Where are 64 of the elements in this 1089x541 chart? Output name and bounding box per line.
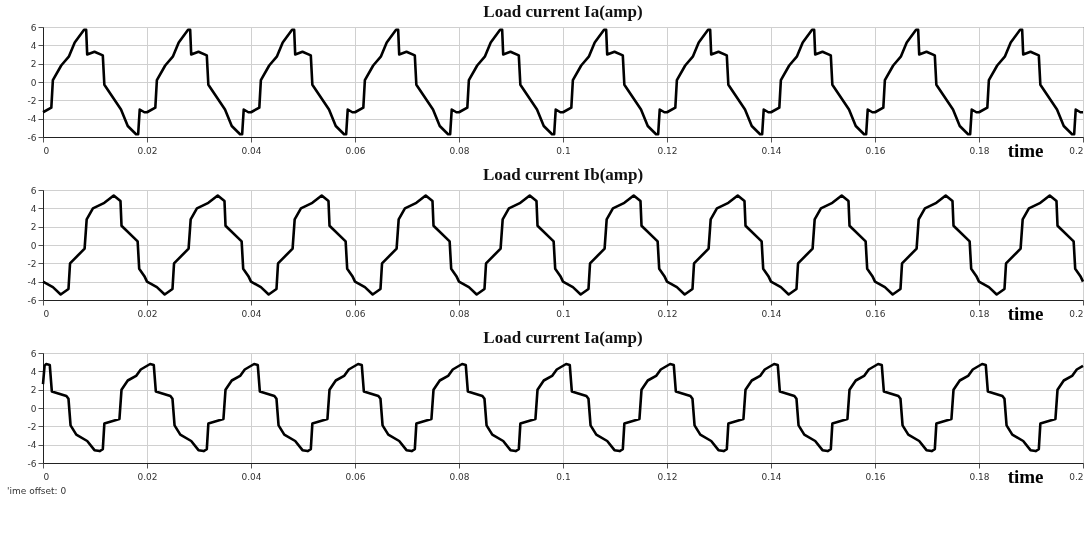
x-tick-label: 0.14 [761,145,782,156]
x-tick-label: 0.18 [969,471,990,482]
x-axis-title: time [1007,465,1044,487]
line-series [41,28,1085,136]
x-axis-title: time [1007,302,1044,324]
x-tick-label: 0 [43,471,50,482]
x-tick-label: 0.2 [1069,471,1084,482]
y-tick-label: 4 [30,366,37,377]
y-tick-label: 6 [30,185,37,196]
x-tick-label: 0.1 [556,145,571,156]
x-tick-label: 0.08 [449,145,470,156]
x-tick-label: 0.18 [969,145,990,156]
y-tick-label: -2 [27,258,37,269]
x-tick-label: 0.12 [657,145,678,156]
x-axis-title: time [1007,139,1044,161]
x-tick-label: 0.02 [137,145,158,156]
y-tick-label: 2 [30,59,37,70]
x-tick-label: 0.04 [241,145,262,156]
x-tick-label: 0 [43,145,50,156]
y-tick-label: 0 [30,77,37,88]
chart-title: Load current Ib(amp) [482,165,644,184]
y-tick-label: -2 [27,421,37,432]
y-tick-label: 4 [30,40,37,51]
y-tick-label: -2 [27,95,37,106]
y-tick-label: 6 [30,348,37,359]
x-tick-label: 0.08 [449,308,470,319]
y-tick-label: -6 [27,132,37,143]
x-tick-label: 0.02 [137,308,158,319]
x-tick-label: 0.04 [241,308,262,319]
x-tick-label: 0.02 [137,471,158,482]
y-tick-label: -4 [27,440,37,451]
x-tick-label: 0.2 [1069,145,1084,156]
y-tick-label: 6 [30,22,37,33]
y-tick-label: 4 [30,203,37,214]
y-tick-label: 0 [30,240,37,251]
text: 'ime offset: 0 [7,486,67,496]
x-tick-label: 0.1 [556,308,571,319]
chart-title: Load current Ia(amp) [483,2,643,21]
x-tick-label: 0 [43,308,50,319]
y-tick-label: -6 [27,295,37,306]
x-tick-label: 0.2 [1069,308,1084,319]
x-tick-label: 0.12 [657,308,678,319]
x-tick-label: 0.16 [865,145,886,156]
x-tick-label: 0.06 [345,471,366,482]
y-tick-label: -4 [27,114,37,125]
x-tick-label: 0.04 [241,471,262,482]
line-series [41,194,1085,296]
x-tick-label: 0.08 [449,471,470,482]
x-tick-label: 0.16 [865,471,886,482]
x-tick-label: 0.16 [865,308,886,319]
x-tick-label: 0.12 [657,471,678,482]
x-tick-label: 0.14 [761,308,782,319]
x-tick-label: 0.06 [345,145,366,156]
y-tick-label: -6 [27,458,37,469]
chart-title: Load current Ia(amp) [483,328,643,347]
y-tick-label: 2 [30,385,37,396]
x-tick-label: 0.14 [761,471,782,482]
y-tick-label: 2 [30,222,37,233]
line-series [41,362,1085,453]
y-tick-label: 0 [30,403,37,414]
y-tick-label: -4 [27,277,37,288]
x-tick-label: 0.18 [969,308,990,319]
x-tick-label: 0.1 [556,471,571,482]
x-tick-label: 0.06 [345,308,366,319]
